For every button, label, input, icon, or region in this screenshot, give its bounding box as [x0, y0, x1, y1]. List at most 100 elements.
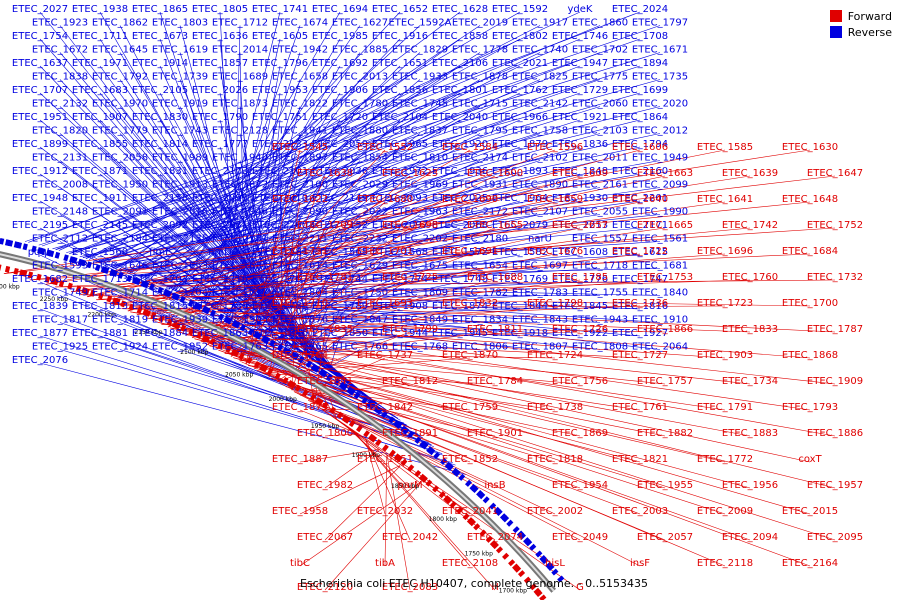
forward-gene-label: ETEC_2067: [297, 532, 353, 543]
reverse-gene-label: ETEC_2091: [92, 207, 148, 218]
forward-gene-glyph: [348, 419, 356, 428]
forward-gene-line: [365, 439, 386, 515]
reverse-gene-glyph: [506, 519, 514, 527]
reverse-gene-glyph: [493, 506, 501, 514]
legend-reverse: Reverse: [829, 24, 892, 40]
forward-gene-label: ETEC_1785: [552, 272, 608, 283]
reverse-gene-label: ETEC_1931: [452, 180, 508, 191]
forward-gene-line: [254, 253, 386, 369]
reverse-gene-label: ETEC_1774: [372, 274, 428, 285]
reverse-gene-glyph: [16, 242, 22, 249]
reverse-gene-glyph: [541, 557, 549, 565]
reverse-gene-label: ETEC_2012: [632, 126, 688, 137]
forward-gene-line: [127, 149, 556, 312]
reverse-gene-label: ETEC_1941: [272, 126, 328, 137]
forward-gene-glyph: [462, 513, 470, 521]
reverse-gene-glyph: [495, 508, 503, 517]
forward-gene-label: ETEC_1723: [697, 298, 753, 309]
reverse-gene-label: ETEC_2022: [332, 207, 388, 218]
reverse-gene-label: ETEC_1744: [312, 274, 368, 285]
reverse-gene-label: ETEC_1674: [272, 18, 328, 29]
reverse-gene-label: ETEC_1952: [152, 342, 208, 353]
reverse-gene-glyph: [557, 575, 565, 583]
reverse-gene-label: ETEC_1805: [192, 4, 248, 15]
forward-gene-line: [54, 253, 811, 288]
forward-gene-label: ETEC_2041: [442, 506, 498, 517]
forward-gene-glyph: [400, 458, 408, 467]
forward-gene-glyph: [150, 312, 157, 320]
reverse-gene-glyph: [421, 442, 429, 450]
reverse-gene-label: ETEC_1681: [632, 261, 688, 272]
forward-gene-line: [29, 201, 811, 281]
reverse-gene-label: ETEC_1918: [492, 328, 548, 339]
reverse-gene-glyph: [157, 286, 164, 294]
kbp-tick-label: 1800 kbp: [429, 516, 457, 523]
reverse-gene-label: ETEC_2148: [32, 207, 88, 218]
reverse-gene-glyph: [282, 346, 289, 355]
forward-gene-glyph: [67, 282, 73, 290]
reverse-gene-label: fimD: [208, 247, 232, 258]
reverse-gene-glyph: [253, 331, 260, 339]
reverse-gene-label: ETEC_2031: [192, 220, 248, 231]
kbp-ticks: 1700 kbp 1750 kbp 1800 kbp 1850 kbp 1900 kbp…: [0, 283, 527, 594]
reverse-gene-glyph: [376, 407, 383, 415]
reverse-gene-glyph: [366, 400, 373, 408]
reverse-gene-line: [206, 11, 281, 305]
reverse-gene-label: ETEC_1697: [512, 261, 568, 272]
reverse-gene-line: [59, 187, 387, 411]
forward-gene-line: [105, 302, 836, 385]
forward-gene-line: [351, 429, 471, 567]
reverse-gene-glyph: [464, 479, 472, 487]
reverse-gene-line: [189, 295, 601, 298]
reverse-gene-label: ETEC_1801: [432, 85, 488, 96]
forward-gene-line: [146, 317, 751, 385]
reverse-gene-label: ETEC_1865: [132, 4, 188, 15]
reverse-gene-label: ETEC_2079: [492, 220, 548, 231]
reverse-gene-line: [286, 322, 421, 346]
genome-caption: Escherichia coli ETEC H10407, complete g…: [300, 577, 649, 590]
reverse-gene-line: [59, 349, 454, 464]
forward-gene-label: ETEC_1545: [272, 142, 328, 153]
forward-gene-label: ETEC_1791: [697, 402, 753, 413]
forward-gene-label: ETEC_1799: [382, 324, 438, 335]
forward-gene-glyph: [466, 517, 474, 525]
reverse-gene-line: [210, 160, 421, 307]
reverse-gene-line: [242, 146, 341, 323]
forward-gene-line: [192, 227, 496, 339]
forward-gene-line: [29, 227, 836, 281]
reverse-gene-line: [69, 92, 641, 254]
forward-gene-label: ETEC_1869: [552, 428, 608, 439]
reverse-gene-label: ETEC_1689: [212, 72, 268, 83]
reverse-gene-label: ETEC_1755: [572, 288, 628, 299]
reverse-gene-label: ETEC_1963: [392, 207, 448, 218]
reverse-gene-label: ETEC_1703: [132, 274, 188, 285]
reverse-gene-glyph: [469, 483, 477, 491]
reverse-gene-glyph: [402, 427, 410, 435]
forward-gene-label: ETEC_1647: [807, 168, 863, 179]
reverse-gene-label: ETEC_1720: [312, 112, 368, 123]
reverse-gene-line: [38, 52, 661, 246]
reverse-gene-label: ETEC_1969: [392, 180, 448, 191]
forward-gene-label: ETEC_2032: [357, 506, 413, 517]
reverse-gene-glyph: [478, 492, 486, 500]
forward-gene-line: [365, 439, 411, 541]
reverse-gene-glyph: [284, 348, 292, 356]
reverse-gene-label: ETEC_1871: [72, 166, 128, 177]
reverse-gene-label: ETEC_2008: [32, 180, 88, 191]
forward-gene-label: ETEC_1736: [612, 298, 668, 309]
forward-gene-label: ETEC_1584: [442, 142, 498, 153]
reverse-gene-label: ETEC_1704: [152, 288, 208, 299]
reverse-gene-glyph: [231, 320, 238, 328]
forward-gene-glyph: [456, 507, 464, 515]
reverse-gene-label: ETEC_2201: [612, 193, 668, 204]
forward-gene-label: ETEC_2164: [782, 558, 838, 569]
reverse-gene-line: [254, 133, 301, 329]
forward-gene-label: ETEC_1724: [527, 350, 583, 361]
forward-gene-line: [111, 201, 641, 306]
forward-gene-label: ETEC_2074: [467, 532, 523, 543]
forward-gene-label: ETEC_1623: [382, 168, 438, 179]
forward-gene-line: [87, 175, 666, 298]
reverse-gene-label: ETEC_2068: [432, 220, 488, 231]
forward-gene-label: ETEC_1648: [782, 194, 838, 205]
reverse-gene-glyph: [380, 410, 388, 419]
